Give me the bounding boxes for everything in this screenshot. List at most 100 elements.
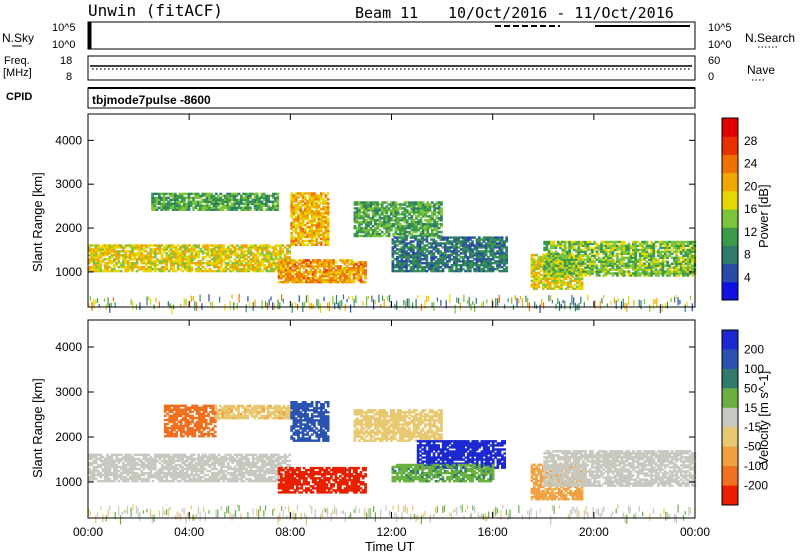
data-cell xyxy=(455,244,458,247)
data-cell xyxy=(205,198,209,202)
data-cell xyxy=(409,236,413,239)
data-cell xyxy=(315,225,319,229)
data-cell xyxy=(224,262,228,265)
data-cell xyxy=(242,254,246,257)
data-cell xyxy=(568,244,571,248)
freq-tick-bottom: 8 xyxy=(66,71,72,83)
data-cell xyxy=(641,254,644,257)
data-cell xyxy=(400,240,404,243)
data-cell xyxy=(279,244,282,247)
data-cell xyxy=(97,244,100,247)
data-cell xyxy=(579,268,583,271)
data-cell xyxy=(313,219,316,223)
data-cell xyxy=(570,242,574,246)
data-cell xyxy=(532,263,536,267)
data-cell xyxy=(334,265,338,268)
data-cell xyxy=(405,250,408,253)
data-cell xyxy=(441,246,445,249)
data-cell xyxy=(183,264,187,267)
data-cell xyxy=(290,225,293,229)
data-cell xyxy=(670,248,674,252)
data-cell xyxy=(480,254,483,257)
data-cell xyxy=(634,270,637,273)
data-cell xyxy=(133,262,137,265)
data-cell xyxy=(258,200,261,203)
data-cell xyxy=(336,267,340,270)
data-cell xyxy=(688,250,692,253)
data-cell xyxy=(267,206,270,209)
ground-scatter-cell xyxy=(587,294,589,301)
ground-scatter-cell xyxy=(656,297,658,308)
data-cell xyxy=(632,250,635,253)
data-cell xyxy=(307,263,310,266)
data-cell xyxy=(462,240,465,243)
data-cell xyxy=(383,207,386,210)
data-cell xyxy=(559,256,562,259)
data-cell xyxy=(260,194,264,198)
data-cell xyxy=(666,262,669,265)
data-cell xyxy=(274,248,278,251)
data-cell xyxy=(588,252,592,255)
ground-scatter-cell xyxy=(272,302,274,310)
data-cell xyxy=(154,269,157,273)
data-cell xyxy=(318,280,322,284)
data-cell xyxy=(491,252,495,255)
data-cell xyxy=(117,244,121,247)
data-cell xyxy=(355,209,359,212)
ground-scatter-cell xyxy=(507,298,509,303)
data-cell xyxy=(453,250,456,253)
data-cell xyxy=(679,268,683,271)
data-cell xyxy=(650,244,653,248)
data-cell xyxy=(233,192,236,196)
data-cell xyxy=(383,219,386,222)
data-cell xyxy=(304,214,307,217)
data-cell xyxy=(677,268,681,271)
data-cell xyxy=(185,269,189,273)
data-cell xyxy=(350,280,354,284)
data-cell xyxy=(666,272,669,275)
data-cell xyxy=(682,248,685,252)
data-cell xyxy=(367,230,370,234)
data-cell xyxy=(94,467,98,471)
data-cell xyxy=(240,198,243,202)
data-cell xyxy=(559,268,562,271)
data-cell xyxy=(408,217,411,220)
data-cell xyxy=(330,277,333,280)
data-cell xyxy=(622,274,626,277)
data-cell xyxy=(265,256,269,259)
data-cell xyxy=(217,262,221,265)
data-cell xyxy=(153,206,157,209)
data-cell xyxy=(453,258,456,261)
data-cell xyxy=(673,260,676,263)
data-cell xyxy=(425,254,429,257)
data-cell xyxy=(369,219,373,222)
data-cell xyxy=(113,266,116,269)
data-cell xyxy=(226,262,230,265)
data-cell xyxy=(547,266,551,269)
data-cell xyxy=(634,246,637,250)
data-cell xyxy=(263,260,266,263)
ground-scatter-cell xyxy=(475,297,477,304)
data-cell xyxy=(280,261,283,264)
data-cell xyxy=(149,244,153,247)
data-cell xyxy=(299,212,303,215)
data-cell xyxy=(164,206,168,209)
data-cell xyxy=(484,266,488,269)
data-cell xyxy=(326,210,330,213)
data-cell xyxy=(403,228,407,232)
data-cell xyxy=(403,232,407,236)
data-cell xyxy=(405,258,408,261)
data-cell xyxy=(579,260,583,263)
data-cell xyxy=(468,266,472,269)
data-cell xyxy=(688,260,692,263)
data-cell xyxy=(324,237,328,241)
data-cell xyxy=(92,248,96,251)
data-cell xyxy=(313,214,316,217)
data-cell xyxy=(165,248,169,251)
data-cell xyxy=(430,266,433,269)
data-cell xyxy=(253,204,257,207)
freq-tick-top: 18 xyxy=(60,55,72,67)
data-cell xyxy=(666,264,669,267)
data-cell xyxy=(428,207,432,210)
data-cell xyxy=(332,277,335,280)
